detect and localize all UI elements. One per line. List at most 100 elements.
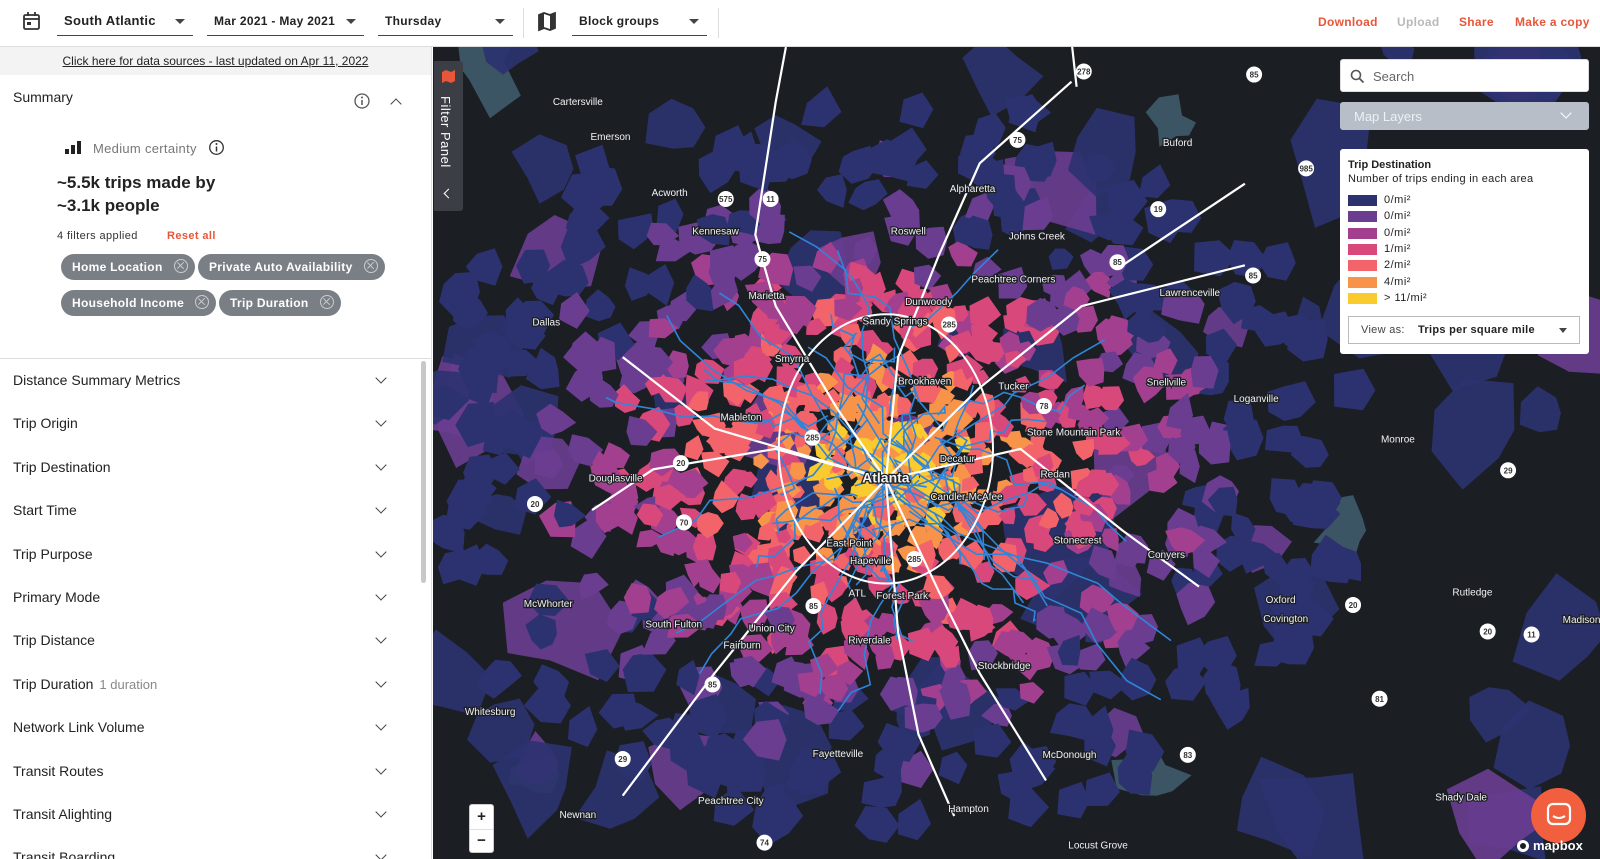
- block-group: [859, 271, 886, 302]
- filter-panel-tab[interactable]: Filter Panel: [434, 61, 463, 211]
- search-icon: [1350, 69, 1365, 84]
- info-icon[interactable]: [353, 92, 371, 110]
- block-group: [727, 210, 760, 236]
- block-group: [713, 786, 755, 826]
- chat-icon: [1546, 802, 1572, 826]
- date-range-select[interactable]: Mar 2021 - May 2021: [207, 8, 364, 36]
- accordion-section[interactable]: Primary Mode: [0, 576, 410, 619]
- accordion-section[interactable]: Start Time: [0, 489, 410, 532]
- block-group: [1207, 688, 1250, 730]
- chat-button[interactable]: [1531, 788, 1586, 843]
- calendar-icon[interactable]: [22, 11, 42, 31]
- map-layers-select[interactable]: Map Layers: [1340, 102, 1589, 130]
- accordion-section[interactable]: Trip Destination: [0, 446, 410, 489]
- place-label: McDonough: [1043, 750, 1097, 761]
- block-group: [725, 757, 768, 792]
- block-group: [1076, 358, 1105, 387]
- place-label: Whitesburg: [465, 707, 516, 718]
- accordion-section[interactable]: Network Link Volume: [0, 706, 410, 749]
- divider: [0, 358, 431, 359]
- download-button[interactable]: Download: [1318, 15, 1378, 29]
- accordion-section[interactable]: Transit Alighting: [0, 793, 410, 836]
- accordion-section[interactable]: Transit Routes: [0, 750, 410, 793]
- section-label: Trip Duration: [13, 675, 94, 692]
- highway-number: 20: [531, 500, 540, 509]
- block-group: [609, 479, 639, 511]
- block-group: [1176, 582, 1216, 626]
- block-group: [898, 798, 931, 841]
- remove-filter[interactable]: [363, 259, 378, 273]
- zoom-out[interactable]: −: [477, 832, 486, 849]
- place-label: Stonecrest: [1054, 536, 1102, 547]
- geography-select[interactable]: Block groups: [572, 8, 707, 36]
- reset-all[interactable]: Reset all: [167, 230, 216, 242]
- accordion-section[interactable]: Trip Distance: [0, 619, 410, 662]
- collapse-icon[interactable]: [390, 98, 402, 110]
- accordion-section[interactable]: Trip Duration 1 duration: [0, 663, 410, 706]
- section-label: Distance Summary Metrics: [13, 372, 181, 388]
- highway: [1071, 47, 1078, 87]
- zoom-in[interactable]: +: [470, 805, 493, 830]
- block-group: [1022, 196, 1054, 231]
- block-group: [636, 529, 667, 548]
- block-group: [1096, 386, 1125, 411]
- block-group: [998, 266, 1028, 299]
- region-select[interactable]: South Atlantic: [57, 8, 193, 36]
- section-label: Transit Boarding: [13, 849, 116, 859]
- block-group: [694, 359, 725, 384]
- chip-label: Household Income: [72, 296, 185, 310]
- block-group: [957, 138, 989, 183]
- block-group: [1192, 549, 1220, 578]
- block-group: [508, 420, 541, 459]
- info-icon[interactable]: [208, 139, 225, 156]
- block-group: [1072, 438, 1095, 461]
- highway-number: 85: [1250, 71, 1259, 80]
- block-group: [1000, 214, 1031, 239]
- block-group: [931, 447, 951, 468]
- block-group: [1205, 328, 1237, 365]
- block-group: [579, 572, 609, 600]
- transit-route: [871, 500, 905, 640]
- highway: [622, 356, 887, 481]
- side-panel: Click here for data sources - last updat…: [0, 47, 432, 859]
- block-group: [460, 468, 497, 504]
- block-group: [568, 434, 604, 467]
- block-group: [534, 448, 564, 479]
- remove-filter[interactable]: [173, 259, 188, 273]
- block-group: [1187, 525, 1227, 560]
- view-as-select[interactable]: View as: Trips per square mile: [1348, 316, 1580, 344]
- accordion-section[interactable]: Distance Summary Metrics: [0, 359, 410, 402]
- place-label: ATL: [849, 589, 867, 600]
- highway-shield: [1009, 131, 1026, 148]
- remove-filter[interactable]: [195, 295, 210, 309]
- block-group: [433, 515, 465, 554]
- data-sources-link[interactable]: Click here for data sources - last updat…: [0, 47, 431, 75]
- chip-label: Home Location: [72, 260, 163, 274]
- legend-label: 0/mi²: [1384, 194, 1411, 206]
- make-copy-button[interactable]: Make a copy: [1515, 15, 1590, 29]
- section-label: Trip Origin: [13, 415, 78, 432]
- block-group: [726, 244, 752, 269]
- block-group: [1165, 527, 1206, 556]
- block-group: [1176, 637, 1210, 675]
- expand-icon: [375, 372, 387, 384]
- share-button[interactable]: Share: [1459, 15, 1494, 29]
- attribution-text: mapbox: [1533, 838, 1583, 853]
- transit-route: [775, 481, 917, 534]
- upload-button[interactable]: Upload: [1397, 15, 1440, 29]
- highway-shield: [717, 190, 734, 207]
- legend-label: 4/mi²: [1384, 275, 1411, 288]
- transit-route: [933, 512, 1036, 623]
- accordion-section[interactable]: Transit Boarding: [0, 836, 410, 859]
- search-box[interactable]: Search: [1340, 59, 1589, 92]
- remove-filter[interactable]: [319, 295, 334, 309]
- day-select[interactable]: Thursday: [378, 8, 513, 36]
- block-group: [961, 476, 980, 491]
- block-group: [794, 434, 807, 448]
- map-icon[interactable]: [537, 12, 557, 32]
- accordion-section[interactable]: Trip Purpose: [0, 533, 410, 576]
- highway-number: 19: [1154, 205, 1163, 214]
- block-group: [808, 521, 825, 543]
- block-group: [1138, 164, 1171, 199]
- accordion-section[interactable]: Trip Origin: [0, 402, 410, 445]
